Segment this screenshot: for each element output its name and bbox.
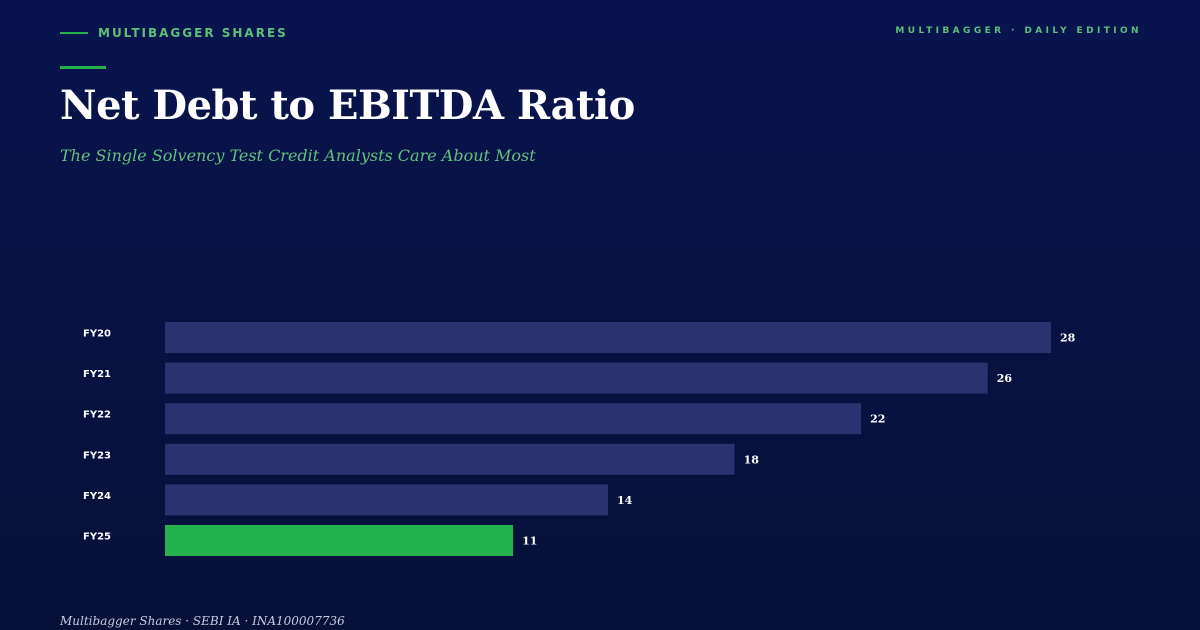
value-label-fy24: 14 (617, 494, 633, 507)
bar-fy25 (165, 525, 514, 556)
chart-title: Net Debt to EBITDA Ratio (60, 82, 635, 129)
category-label-fy23: FY23 (83, 450, 111, 461)
chart-subtitle: The Single Solvency Test Credit Analysts… (60, 146, 536, 165)
title-accent-bar (60, 66, 106, 69)
brand: MULTIBAGGER SHARES (60, 26, 288, 40)
bar-fy21 (165, 362, 988, 394)
brand-accent-line (60, 32, 88, 34)
category-label-fy22: FY22 (83, 410, 111, 421)
bar-fy24 (165, 484, 608, 516)
category-label-fy20: FY20 (83, 329, 111, 340)
brand-name: MULTIBAGGER SHARES (98, 26, 288, 40)
value-label-fy20: 28 (1060, 332, 1076, 345)
value-label-fy21: 26 (997, 372, 1013, 385)
bar-fy23 (165, 443, 735, 475)
footer-credit: Multibagger Shares · SEBI IA · INA100007… (60, 614, 345, 628)
category-label-fy21: FY21 (83, 369, 111, 380)
value-label-fy22: 22 (870, 413, 885, 426)
value-label-fy23: 18 (744, 453, 760, 466)
value-label-fy25: 11 (522, 535, 537, 548)
category-label-fy25: FY25 (83, 532, 111, 543)
bar-fy22 (165, 403, 862, 435)
edition-label: MULTIBAGGER · DAILY EDITION (895, 26, 1142, 36)
category-label-fy24: FY24 (83, 491, 111, 502)
bar-fy20 (165, 322, 1051, 353)
